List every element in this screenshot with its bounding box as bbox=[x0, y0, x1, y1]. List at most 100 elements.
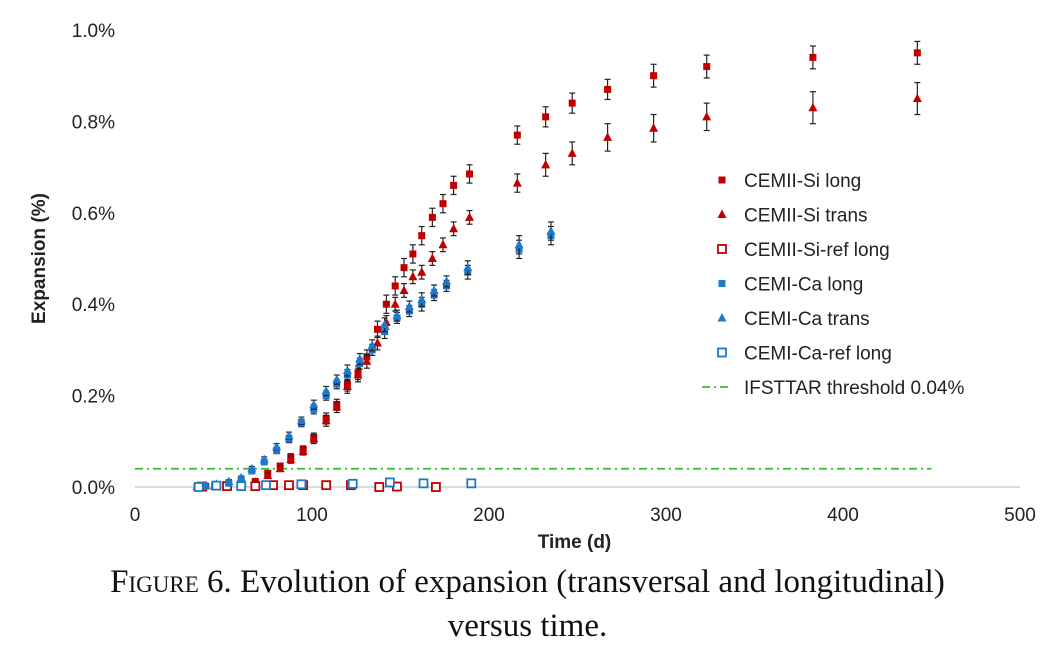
data-point bbox=[603, 132, 613, 141]
legend-item: CEMI-Ca long bbox=[718, 275, 863, 296]
legend-label: CEMII-Si-ref long bbox=[744, 240, 890, 261]
legend-swatch bbox=[717, 209, 727, 218]
data-point bbox=[404, 301, 414, 310]
data-point bbox=[514, 239, 524, 249]
x-tick-label: 500 bbox=[1004, 505, 1036, 526]
caption-text-line-1: Evolution of expansion (transversal and … bbox=[240, 564, 945, 600]
legend-item: CEMII-Si-ref long bbox=[717, 240, 890, 261]
data-point bbox=[418, 478, 429, 489]
data-point bbox=[546, 226, 556, 235]
legend-label: CEMII-Si long bbox=[744, 171, 861, 192]
x-tick-label: 400 bbox=[827, 505, 859, 526]
data-point bbox=[542, 113, 550, 121]
legend-swatch bbox=[718, 280, 726, 287]
x-tick-label: 200 bbox=[473, 505, 505, 526]
data-point bbox=[332, 402, 342, 411]
series-cemi-ca-ref-long bbox=[193, 477, 477, 492]
data-point bbox=[236, 481, 247, 491]
data-point bbox=[808, 102, 818, 112]
data-point bbox=[372, 338, 382, 347]
data-point bbox=[355, 354, 365, 363]
legend-item: CEMII-Si trans bbox=[717, 206, 868, 227]
y-axis-title: Expansion (%) bbox=[29, 193, 50, 324]
data-point bbox=[382, 300, 390, 308]
legend-swatch bbox=[717, 244, 727, 254]
legend-label: CEMII-Si trans bbox=[744, 206, 868, 227]
data-point bbox=[367, 340, 377, 349]
chart-axes: 0 100 200 300 400 500 0.0% 0.2% 0.4% 0.6% 0.8% 1.0%… bbox=[29, 21, 1036, 553]
x-tick-label: 100 bbox=[296, 505, 328, 526]
data-point bbox=[465, 212, 475, 221]
expansion-chart: 0 100 200 300 400 500 0.0% 0.2% 0.4% 0.6% 0.8% 1.0%… bbox=[29, 21, 1036, 553]
data-point bbox=[442, 276, 452, 285]
legend-label: CEMI-Ca long bbox=[744, 275, 863, 296]
series-cemi-ca-trans bbox=[192, 221, 556, 491]
data-point bbox=[224, 476, 234, 486]
data-point bbox=[449, 223, 459, 233]
data-point bbox=[702, 111, 712, 121]
data-point bbox=[286, 454, 296, 464]
data-point bbox=[374, 482, 385, 492]
data-point bbox=[272, 441, 282, 451]
data-point bbox=[373, 325, 381, 333]
data-point bbox=[332, 374, 342, 384]
data-point bbox=[417, 267, 427, 276]
data-point bbox=[296, 415, 306, 425]
data-point bbox=[408, 271, 418, 281]
data-point bbox=[391, 282, 399, 290]
data-point bbox=[321, 480, 332, 491]
data-point bbox=[604, 85, 612, 93]
data-point bbox=[418, 232, 426, 240]
legend-label: CEMI-Ca-ref long bbox=[744, 344, 892, 365]
data-point bbox=[912, 93, 922, 103]
data-point bbox=[400, 264, 408, 272]
x-tick-label: 0 bbox=[130, 505, 141, 526]
x-axis-title: Time (d) bbox=[538, 532, 612, 553]
caption-figure-label: Figure bbox=[110, 564, 199, 600]
legend-label: IFSTTAR threshold 0.04% bbox=[744, 378, 964, 399]
data-point bbox=[275, 463, 285, 473]
caption-figure-number: 6. bbox=[207, 564, 232, 600]
data-point bbox=[438, 239, 448, 249]
data-point bbox=[439, 200, 447, 208]
data-point bbox=[567, 148, 577, 157]
data-point bbox=[247, 463, 257, 473]
data-point bbox=[392, 310, 402, 320]
y-tick-label: 1.0% bbox=[72, 21, 115, 42]
data-point bbox=[342, 365, 352, 374]
data-point bbox=[263, 470, 273, 480]
legend-item: CEMI-Ca trans bbox=[717, 309, 870, 330]
data-point bbox=[809, 53, 817, 61]
legend-swatch bbox=[718, 176, 726, 184]
y-tick-label: 0.8% bbox=[72, 112, 115, 133]
data-point bbox=[259, 454, 269, 464]
data-point bbox=[466, 170, 474, 178]
data-point bbox=[296, 479, 307, 490]
data-point bbox=[309, 434, 319, 443]
y-tick-label: 0.4% bbox=[72, 295, 115, 316]
data-point bbox=[362, 356, 372, 365]
data-point bbox=[347, 478, 358, 489]
data-point bbox=[417, 294, 427, 304]
legend-label: CEMI-Ca trans bbox=[744, 309, 870, 330]
data-point bbox=[913, 49, 921, 57]
legend-item: CEMII-Si long bbox=[718, 171, 861, 192]
y-tick-label: 0.2% bbox=[72, 387, 115, 408]
x-tick-label: 300 bbox=[650, 505, 682, 526]
data-point bbox=[463, 262, 473, 272]
data-point bbox=[380, 319, 390, 329]
data-point bbox=[390, 299, 400, 308]
data-point bbox=[342, 381, 352, 390]
data-point bbox=[427, 253, 437, 262]
series-cemii-si-ref-long bbox=[197, 480, 441, 492]
data-point bbox=[450, 181, 458, 189]
data-point bbox=[428, 213, 436, 221]
data-point bbox=[298, 446, 308, 455]
data-point bbox=[284, 480, 294, 491]
data-point bbox=[321, 415, 331, 425]
data-point bbox=[430, 482, 441, 492]
y-tick-label: 0.6% bbox=[72, 204, 115, 225]
data-point bbox=[384, 477, 395, 488]
legend-swatch bbox=[717, 313, 727, 322]
legend-swatch bbox=[717, 347, 727, 358]
